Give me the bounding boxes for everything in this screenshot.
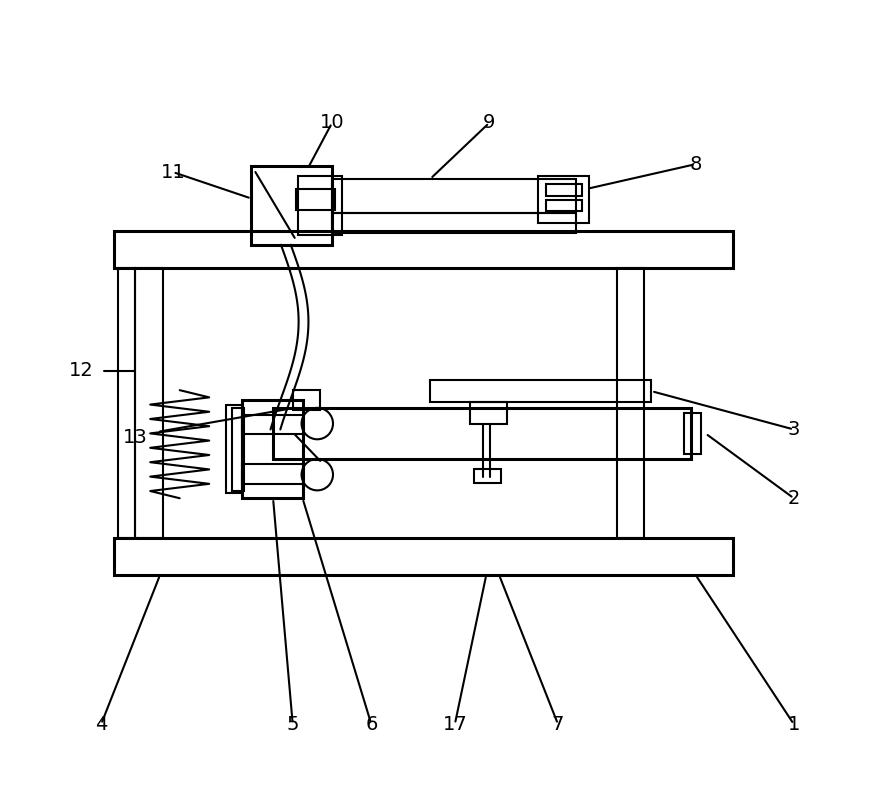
Bar [546, 184, 582, 196]
Text: 6: 6 [365, 715, 377, 733]
Text: 11: 11 [161, 163, 186, 181]
Bar [617, 268, 645, 538]
Bar [298, 176, 342, 235]
Bar [242, 415, 302, 434]
Text: 10: 10 [319, 113, 344, 132]
Text: 4: 4 [95, 715, 107, 733]
Bar [332, 179, 575, 213]
Bar [232, 408, 244, 492]
Text: 17: 17 [442, 715, 467, 733]
Bar [684, 413, 701, 454]
Bar [430, 381, 651, 402]
Bar [546, 200, 582, 211]
Bar [252, 166, 332, 245]
Bar [114, 538, 733, 575]
Text: 5: 5 [286, 715, 299, 733]
Bar [295, 188, 335, 211]
Text: 2: 2 [788, 488, 800, 508]
Bar [273, 408, 690, 459]
Text: 9: 9 [483, 113, 495, 132]
Bar [293, 390, 320, 410]
Text: 3: 3 [788, 420, 800, 439]
Text: 7: 7 [552, 715, 565, 733]
Bar [118, 268, 136, 538]
Text: 13: 13 [123, 428, 148, 447]
Bar [136, 268, 163, 538]
Bar [242, 400, 302, 498]
Text: 8: 8 [690, 155, 702, 174]
Bar [226, 405, 242, 493]
Bar [242, 464, 302, 484]
Text: 1: 1 [788, 715, 800, 733]
Bar [332, 213, 575, 233]
Bar [114, 231, 733, 268]
Bar [474, 468, 501, 483]
Bar [539, 176, 590, 223]
Text: 12: 12 [69, 361, 94, 380]
Bar [469, 402, 507, 424]
